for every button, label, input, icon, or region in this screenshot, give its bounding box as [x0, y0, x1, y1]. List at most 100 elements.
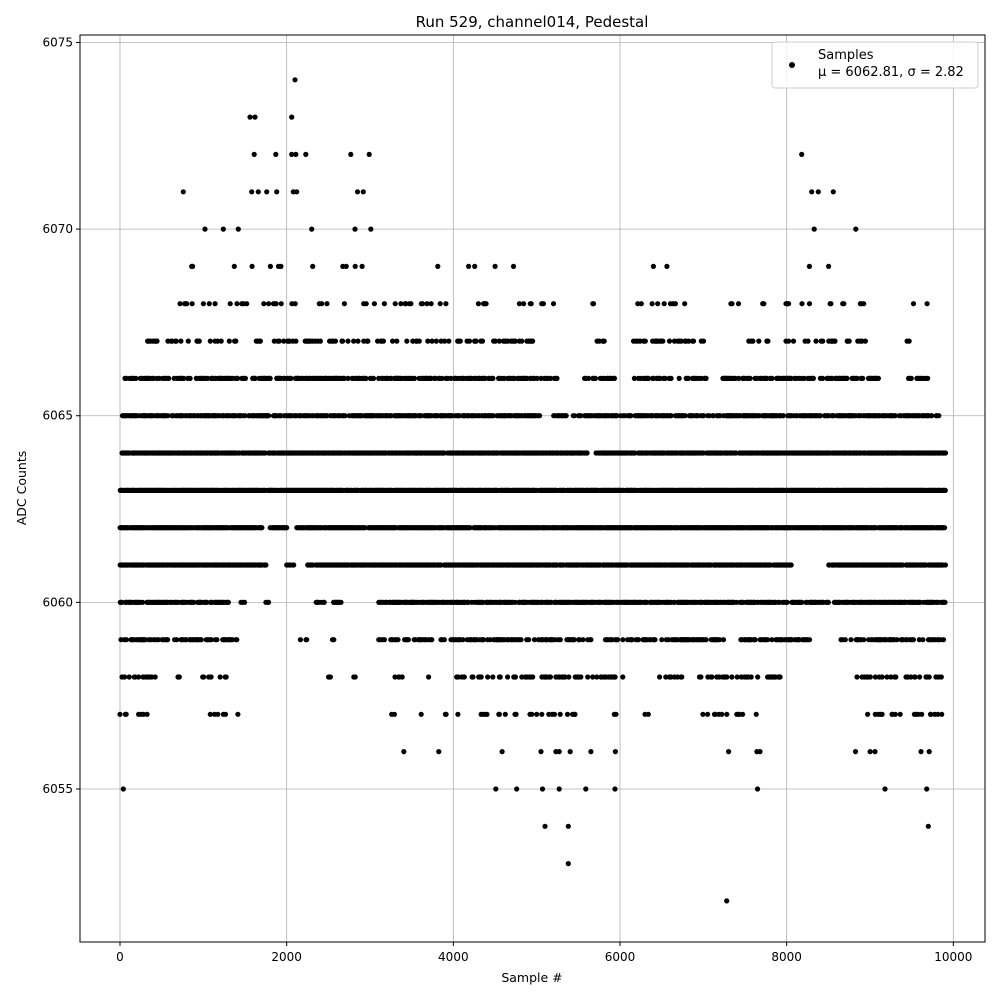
sample-point — [196, 338, 202, 344]
sample-point — [390, 338, 396, 344]
sample-point — [590, 301, 597, 307]
sample-point — [381, 301, 387, 307]
sample-point — [492, 338, 498, 344]
sample-point — [530, 338, 536, 344]
sample-point — [212, 301, 218, 307]
sample-point — [700, 338, 707, 344]
sample-point — [844, 375, 850, 381]
sample-point — [266, 413, 272, 419]
sample-point — [841, 301, 847, 307]
sample-point — [790, 338, 797, 344]
sample-point — [473, 338, 479, 344]
sample-point — [490, 413, 496, 419]
sample-point — [908, 375, 914, 381]
sample-point — [512, 599, 518, 605]
sample-point — [628, 413, 634, 419]
sample-point — [178, 338, 184, 344]
sample-point — [205, 375, 211, 381]
sample-point — [631, 375, 638, 381]
sample-point — [166, 375, 172, 381]
sample-point — [906, 338, 912, 344]
sample-point — [363, 301, 369, 307]
sample-point — [924, 301, 930, 307]
sample-point — [341, 301, 347, 307]
sample-point — [218, 338, 224, 344]
sample-point — [942, 562, 949, 568]
sample-point — [371, 301, 377, 307]
sample-point — [942, 525, 948, 531]
sample-point — [177, 301, 183, 307]
sample-point — [351, 338, 357, 344]
sample-point — [765, 338, 771, 344]
sample-point — [404, 338, 410, 344]
sample-point — [204, 599, 210, 605]
sample-point — [820, 375, 826, 381]
sample-point — [234, 301, 240, 307]
sample-point — [668, 375, 674, 381]
sample-point — [662, 375, 668, 381]
sample-point — [942, 487, 948, 493]
sample-point — [925, 375, 931, 381]
sample-point — [244, 301, 250, 307]
sample-point — [200, 301, 206, 307]
sample-point — [817, 413, 824, 419]
sample-point — [345, 338, 351, 344]
sample-point — [265, 599, 272, 605]
sample-point — [437, 301, 443, 307]
sample-point — [341, 375, 347, 381]
sample-point — [154, 338, 160, 344]
sample-point — [435, 263, 441, 269]
sample-point — [345, 375, 351, 381]
sample-point — [342, 413, 348, 419]
sample-point — [875, 375, 882, 381]
sample-point — [805, 338, 811, 344]
sample-point — [516, 301, 523, 307]
sample-point — [642, 338, 648, 344]
sample-point — [276, 338, 282, 344]
sample-point — [442, 338, 448, 344]
sample-point — [317, 338, 323, 344]
sample-point — [261, 301, 267, 307]
sample-point — [472, 263, 478, 269]
sample-point — [428, 301, 434, 307]
sample-point — [820, 338, 826, 344]
sample-point — [479, 338, 486, 344]
sample-point — [682, 301, 688, 307]
sample-point — [324, 301, 330, 307]
sample-point — [601, 338, 607, 344]
sample-point — [340, 338, 346, 344]
sample-point — [189, 301, 195, 307]
sample-point — [235, 375, 241, 381]
sample-point — [528, 301, 534, 307]
sample-point — [359, 263, 365, 269]
sample-point — [370, 375, 377, 381]
sample-point — [266, 301, 272, 307]
sample-point — [467, 525, 473, 531]
sample-point — [363, 375, 369, 381]
sample-point — [682, 413, 688, 419]
sample-point — [184, 301, 190, 307]
sample-point — [672, 301, 679, 307]
sample-point — [710, 413, 717, 419]
sample-point — [273, 301, 279, 307]
sample-point — [510, 263, 517, 269]
sample-point — [554, 375, 560, 381]
sample-point — [685, 375, 692, 381]
sample-point — [439, 375, 445, 381]
sample-point — [810, 375, 817, 381]
sample-point — [701, 413, 707, 419]
sample-point — [910, 301, 917, 307]
sample-point — [227, 301, 233, 307]
sample-point — [394, 338, 400, 344]
sample-point — [540, 301, 547, 307]
sample-point — [181, 375, 187, 381]
sample-point — [173, 338, 179, 344]
sample-point — [292, 301, 298, 307]
sample-point — [563, 413, 569, 419]
sample-point — [736, 375, 742, 381]
sample-point — [278, 263, 284, 269]
sample-point — [424, 301, 430, 307]
sample-point — [521, 301, 527, 307]
sample-point — [942, 450, 949, 456]
